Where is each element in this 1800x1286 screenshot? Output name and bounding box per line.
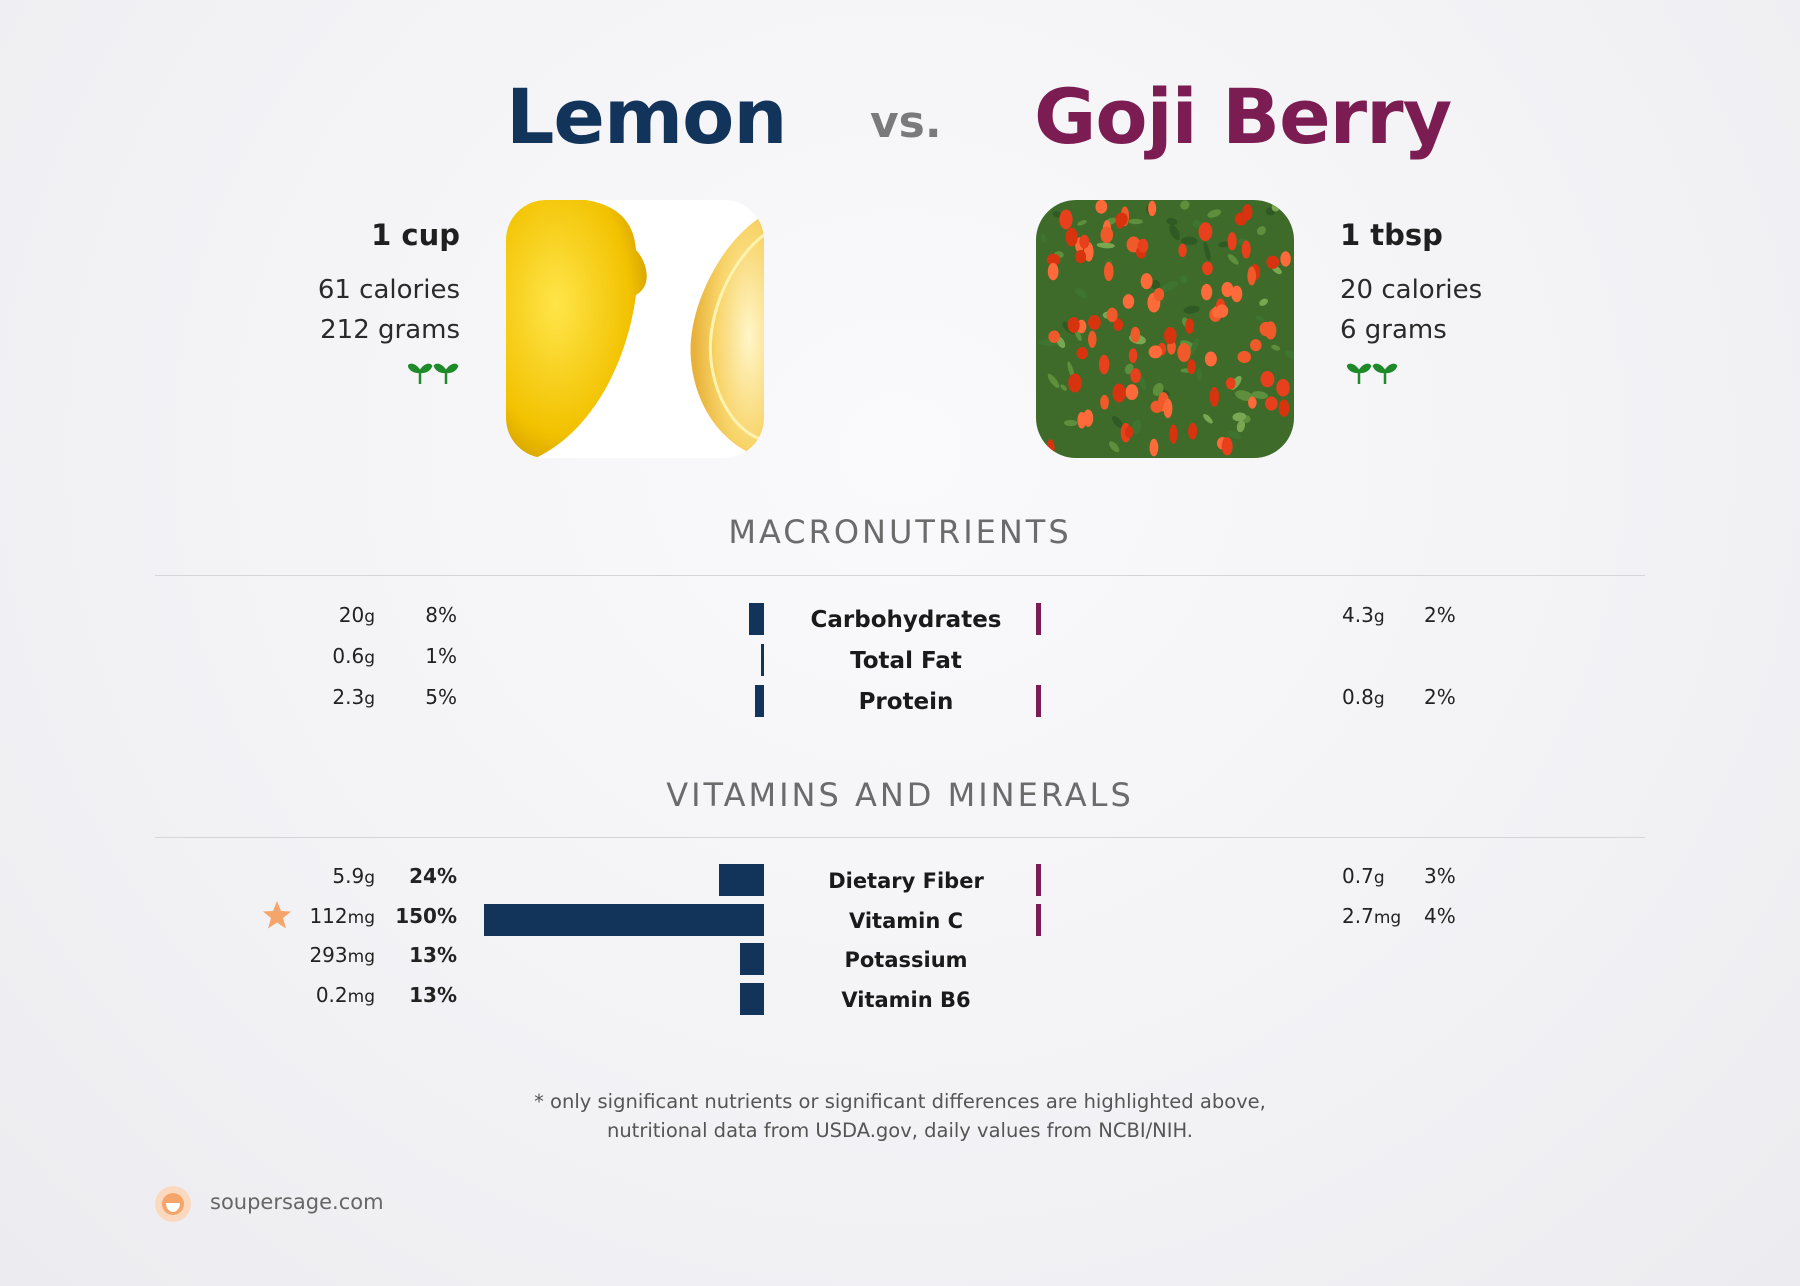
amount-unit: g [1373, 607, 1385, 627]
right-daily-value-percent: 3% [1424, 864, 1456, 888]
lemon-bar [739, 982, 764, 1015]
left-daily-value-percent: 150% [395, 903, 457, 928]
amount-unit: mg [347, 947, 375, 967]
left-daily-value-percent: 5% [425, 685, 457, 709]
amount-unit: g [364, 648, 375, 668]
right-daily-value-percent: 2% [1424, 603, 1456, 627]
lemon-bar [761, 644, 764, 676]
lemon-bar [739, 943, 764, 975]
right-food-title: Goji Berry [1034, 72, 1452, 161]
nutrient-label: Vitamin C [848, 908, 964, 933]
right-amount: 0.7g [1342, 864, 1385, 888]
lemon-bar [719, 864, 764, 896]
amount-value: 20 [338, 603, 365, 627]
amount-value: 0.8 [1342, 685, 1374, 709]
soupersage-logo-icon [154, 1185, 192, 1228]
star-icon [262, 900, 292, 930]
left-amount: 112mg [235, 904, 375, 928]
left-amount: 20g [235, 603, 375, 627]
amount-value: 4.3 [1342, 603, 1374, 627]
amount-unit: g [364, 689, 375, 709]
left-grams: 212 grams [320, 315, 460, 345]
left-daily-value-percent: 24% [409, 864, 457, 888]
lemon-bar [483, 903, 764, 936]
lemon-photo [506, 200, 764, 458]
left-amount: 2.3g [235, 685, 375, 709]
amount-unit: mg [347, 986, 375, 1007]
vegan-sprout-icon [407, 360, 460, 391]
amount-unit: g [364, 868, 375, 888]
macronutrients-divider [155, 575, 1645, 576]
left-amount: 0.2mg [235, 983, 375, 1007]
amount-value: 112 [309, 903, 348, 928]
nutrient-label: Dietary Fiber [828, 869, 984, 893]
goji-berry-bar [1036, 685, 1041, 717]
vitamins-divider [155, 837, 1645, 838]
amount-value: 0.2 [315, 982, 348, 1007]
left-daily-value-percent: 13% [409, 943, 457, 967]
amount-unit: g [364, 607, 375, 627]
macronutrients-heading: MACRONUTRIENTS [728, 513, 1072, 551]
footnote-line-2: nutritional data from USDA.gov, daily va… [606, 1119, 1194, 1142]
amount-value: 293 [309, 943, 348, 967]
right-serving: 1 tbsp [1340, 218, 1443, 252]
lemon-bar [749, 603, 764, 635]
left-food-title: Lemon [506, 72, 787, 161]
right-amount: 4.3g [1342, 603, 1385, 627]
footnote-line-1: * only significant nutrients or signific… [534, 1090, 1266, 1113]
amount-unit: g [1373, 689, 1385, 709]
right-amount: 0.8g [1342, 685, 1385, 709]
brand-link[interactable]: soupersage.com [210, 1190, 384, 1214]
left-daily-value-percent: 1% [425, 644, 457, 668]
right-calories: 20 calories [1340, 275, 1483, 305]
nutrient-label: Vitamin B6 [841, 987, 971, 1012]
lemon-bar [754, 685, 764, 717]
vegan-sprout-icon [1346, 360, 1399, 391]
left-amount: 5.9g [235, 864, 375, 888]
amount-unit: g [1373, 868, 1385, 888]
goji-berry-bar [1036, 603, 1041, 635]
amount-value: 2.7 [1342, 903, 1374, 928]
left-amount: 293mg [235, 943, 375, 967]
left-serving: 1 cup [371, 218, 460, 252]
amount-unit: mg [347, 907, 375, 928]
amount-value: 0.6 [332, 644, 365, 668]
nutrient-label: Potassium [844, 948, 968, 972]
goji-berry-photo [1036, 200, 1294, 458]
goji-berry-bar [1036, 864, 1041, 896]
right-amount: 2.7mg [1342, 904, 1401, 928]
vitamins-heading: VITAMINS AND MINERALS [666, 776, 1134, 814]
amount-value: 5.9 [332, 864, 365, 888]
amount-unit: mg [1373, 907, 1402, 928]
goji-berry-bar [1036, 903, 1041, 936]
vs-label: vs. [870, 97, 942, 148]
right-grams: 6 grams [1340, 315, 1447, 345]
amount-value: 0.7 [1342, 864, 1374, 888]
amount-value: 2.3 [332, 685, 365, 709]
left-daily-value-percent: 8% [425, 603, 457, 627]
nutrient-label: Protein [858, 689, 954, 715]
right-daily-value-percent: 4% [1424, 903, 1456, 928]
left-calories: 61 calories [317, 275, 460, 305]
left-amount: 0.6g [235, 644, 375, 668]
left-daily-value-percent: 13% [409, 982, 457, 1007]
nutrient-label: Total Fat [850, 648, 962, 674]
nutrient-label: Carbohydrates [810, 607, 1002, 633]
right-daily-value-percent: 2% [1424, 685, 1456, 709]
